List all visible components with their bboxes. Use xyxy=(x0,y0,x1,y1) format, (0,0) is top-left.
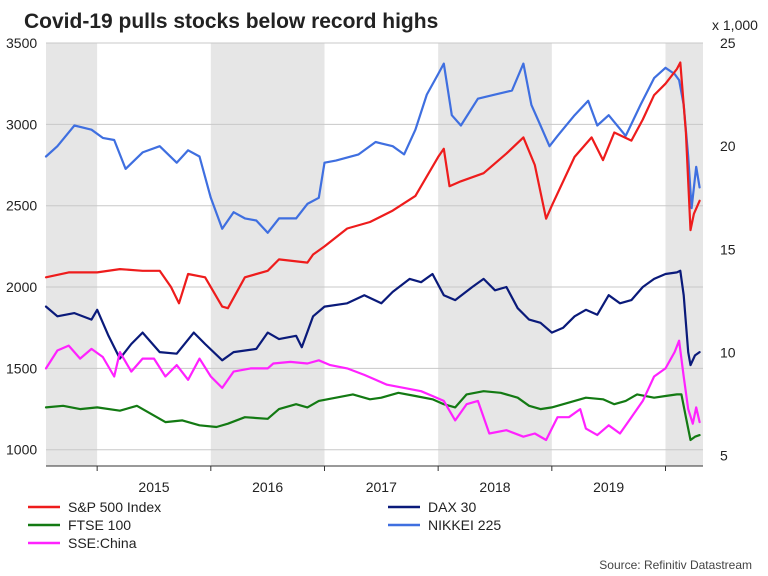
right-tick-label: 15 xyxy=(720,241,736,257)
left-axis-ticks: 1000 1500 2000 2500 3000 3500 xyxy=(6,35,37,458)
left-tick-label: 1500 xyxy=(6,360,37,376)
shade-band-2 xyxy=(438,43,552,466)
source-note: Source: Refinitiv Datastream xyxy=(599,558,752,572)
left-tick-label: 2000 xyxy=(6,279,37,295)
legend: S&P 500 Index DAX 30 FTSE 100 NIKKEI 225 SSE… xyxy=(28,499,501,551)
legend-label: DAX 30 xyxy=(428,499,476,515)
right-tick-label: 20 xyxy=(720,138,736,154)
right-axis-unit-label: x 1,000 xyxy=(712,17,758,33)
left-tick-label: 3000 xyxy=(6,116,37,132)
legend-label: FTSE 100 xyxy=(68,517,131,533)
right-tick-label: 25 xyxy=(720,35,736,51)
series-line-ftse-100 xyxy=(44,390,701,442)
right-tick-label: 5 xyxy=(720,448,728,464)
shade-band-0 xyxy=(46,43,98,466)
year-labels: 2015 2016 2017 2018 2019 xyxy=(96,466,666,495)
year-label: 2019 xyxy=(593,479,624,495)
chart-title: Covid-19 pulls stocks below record highs xyxy=(24,10,438,33)
series-line-sse-china xyxy=(44,339,701,442)
legend-label: NIKKEI 225 xyxy=(428,517,501,533)
right-tick-label: 10 xyxy=(720,345,736,361)
series-line-s-p-500-index xyxy=(44,61,701,310)
series-lines xyxy=(44,61,701,442)
year-label: 2017 xyxy=(366,479,397,495)
right-axis-ticks: 5 10 15 20 25 xyxy=(720,35,736,464)
series-line-dax-30 xyxy=(44,269,701,367)
gridlines xyxy=(46,42,703,451)
shade-band-1 xyxy=(210,43,325,466)
year-label: 2015 xyxy=(138,479,169,495)
year-label: 2018 xyxy=(479,479,510,495)
left-tick-label: 2500 xyxy=(6,198,37,214)
series-line-nikkei-225 xyxy=(44,62,701,234)
legend-label: S&P 500 Index xyxy=(68,499,161,515)
year-shading xyxy=(46,43,703,466)
left-tick-label: 3500 xyxy=(6,35,37,51)
left-tick-label: 1000 xyxy=(6,442,37,458)
year-label: 2016 xyxy=(252,479,283,495)
legend-label: SSE:China xyxy=(68,535,137,551)
